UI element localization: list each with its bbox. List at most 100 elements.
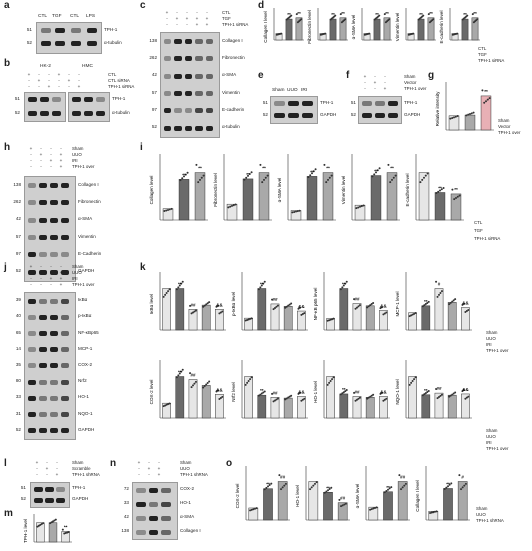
data-point: [353, 298, 356, 301]
data-point: [261, 181, 264, 184]
significance-mark: ##: [400, 474, 406, 479]
western-blot: [24, 92, 66, 122]
plus-minus-sign: -: [60, 264, 62, 269]
data-point: [67, 531, 70, 534]
lane-label: Sham: [272, 88, 285, 93]
data-point: [221, 310, 224, 313]
bar: [417, 18, 425, 41]
data-point: [247, 380, 250, 383]
data-point: [313, 482, 316, 485]
data-point: [451, 116, 454, 119]
significance-mark: **: [484, 89, 488, 94]
protein-band: [184, 125, 193, 131]
significance-mark: **: [385, 11, 389, 16]
data-point: [297, 392, 300, 395]
significance-mark: **: [266, 482, 270, 487]
data-point: [383, 491, 386, 494]
protein-band: [161, 501, 171, 507]
bar: [464, 114, 476, 131]
plus-minus-sign: -: [148, 472, 150, 477]
data-point: [163, 209, 166, 212]
data-point: [451, 393, 454, 396]
bar: [448, 115, 460, 131]
data-point: [369, 508, 372, 511]
data-point: [326, 383, 329, 386]
bar: [447, 302, 457, 331]
plus-minus-sign: -: [364, 86, 366, 91]
data-point: [373, 506, 376, 509]
legend-label: Sham: [498, 118, 510, 123]
data-point: [189, 372, 192, 375]
significance-mark: &&: [298, 389, 305, 394]
molecular-weight: 138: [121, 528, 129, 533]
protein-band: [28, 428, 36, 434]
data-point: [408, 315, 411, 318]
plus-minus-sign: -: [30, 158, 32, 163]
data-point: [391, 178, 393, 181]
data-point: [424, 392, 427, 395]
data-point: [263, 488, 266, 491]
data-point: [424, 303, 427, 306]
row-label: Fibronectin: [78, 198, 101, 204]
protein-band: [61, 363, 69, 369]
data-point: [268, 484, 271, 487]
data-point: [190, 386, 193, 389]
protein-band: [61, 428, 69, 434]
bar: [418, 172, 430, 221]
data-point: [376, 169, 379, 172]
significance-mark: **: [463, 12, 467, 17]
molecular-weight: 52: [151, 124, 157, 130]
y-axis-title: COX-2 level: [149, 380, 154, 405]
bar: [36, 522, 45, 543]
data-point: [315, 481, 318, 484]
data-point: [167, 290, 170, 293]
protein-band: [195, 39, 203, 45]
plus-minus-sign: -: [48, 78, 50, 83]
bar: [326, 318, 335, 331]
bar: [283, 306, 293, 331]
protein-band: [28, 314, 36, 320]
condition-label: Scramble: [72, 466, 91, 471]
legend-label: Vector: [498, 124, 511, 129]
data-point: [249, 378, 252, 381]
data-point: [195, 163, 198, 166]
data-point: [202, 305, 205, 308]
bar-chart: ** ## && Nrf2 level: [231, 358, 310, 427]
data-point: [285, 305, 288, 308]
protein-band: [28, 395, 36, 401]
data-point: [272, 308, 275, 311]
bar: [421, 394, 431, 419]
data-point: [206, 382, 209, 385]
y-axis-title: E-cadherin level: [405, 174, 410, 207]
data-point: [285, 397, 288, 400]
protein-band: [50, 347, 58, 353]
condition-label: Sham: [72, 460, 84, 465]
data-point: [338, 498, 341, 501]
protein-band: [61, 347, 69, 353]
protein-band: [61, 395, 69, 401]
data-point: [309, 174, 312, 177]
data-point: [168, 288, 171, 291]
condition-label: IRI: [72, 276, 78, 281]
data-point: [455, 196, 457, 199]
row-label: TPH-1: [112, 96, 126, 101]
protein-band: [39, 183, 47, 189]
condition-label: TPH-1 over: [404, 86, 427, 91]
data-point: [439, 189, 441, 192]
data-point: [445, 486, 448, 489]
data-point: [357, 305, 360, 308]
plus-minus-sign: +: [185, 16, 189, 21]
plus-minus-sign: -: [50, 282, 52, 287]
protein-band: [28, 379, 36, 385]
data-point: [369, 395, 372, 398]
data-point: [247, 174, 249, 177]
data-point: [342, 391, 345, 394]
bar: [365, 397, 375, 419]
data-point: [325, 490, 328, 493]
data-point: [370, 508, 373, 511]
bar: [352, 396, 362, 419]
plus-minus-sign: +: [39, 152, 43, 157]
molecular-weight: 31: [15, 410, 21, 416]
bar: [295, 17, 303, 41]
condition-label: TPH-1 over: [72, 282, 95, 287]
